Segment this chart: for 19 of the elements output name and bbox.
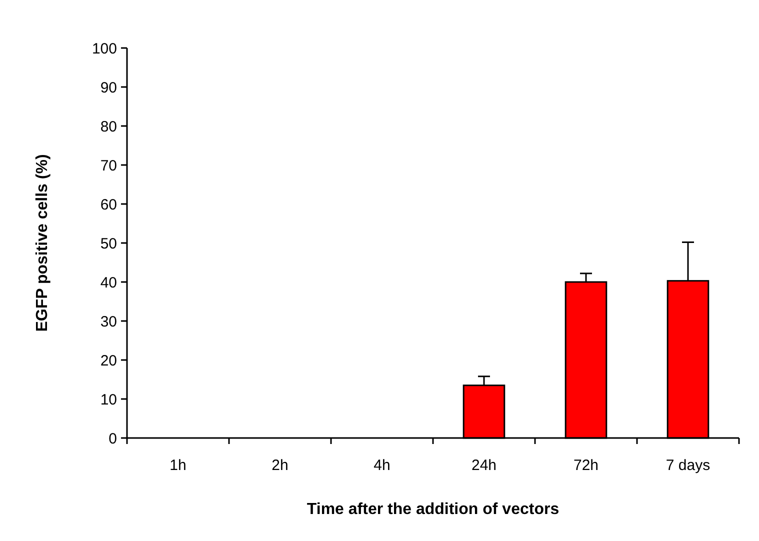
x-tick-label: 2h <box>272 457 288 474</box>
y-tick-label: 0 <box>108 430 117 448</box>
y-tick-label: 30 <box>100 313 117 330</box>
y-tick-label: 40 <box>100 274 117 292</box>
x-tick-label: 4h <box>374 457 390 474</box>
y-tick-label: 10 <box>100 391 117 408</box>
x-tick-label: 24h <box>471 457 497 474</box>
y-tick-label: 50 <box>100 235 117 252</box>
x-axis-title: Time after the addition of vectors <box>306 501 560 518</box>
x-tick-label: 1h <box>170 457 186 474</box>
y-tick-label: 80 <box>100 118 117 136</box>
x-tick-label: 72h <box>573 457 599 474</box>
y-tick-label: 20 <box>100 352 117 370</box>
y-tick-label: 70 <box>100 157 117 174</box>
x-tick-label: 7 days <box>666 457 710 474</box>
y-tick-label: 100 <box>92 40 117 58</box>
y-tick-label: 60 <box>100 196 117 214</box>
y-axis-title: EGFP positive cells (%) <box>34 154 51 332</box>
y-tick-label: 90 <box>100 79 117 96</box>
